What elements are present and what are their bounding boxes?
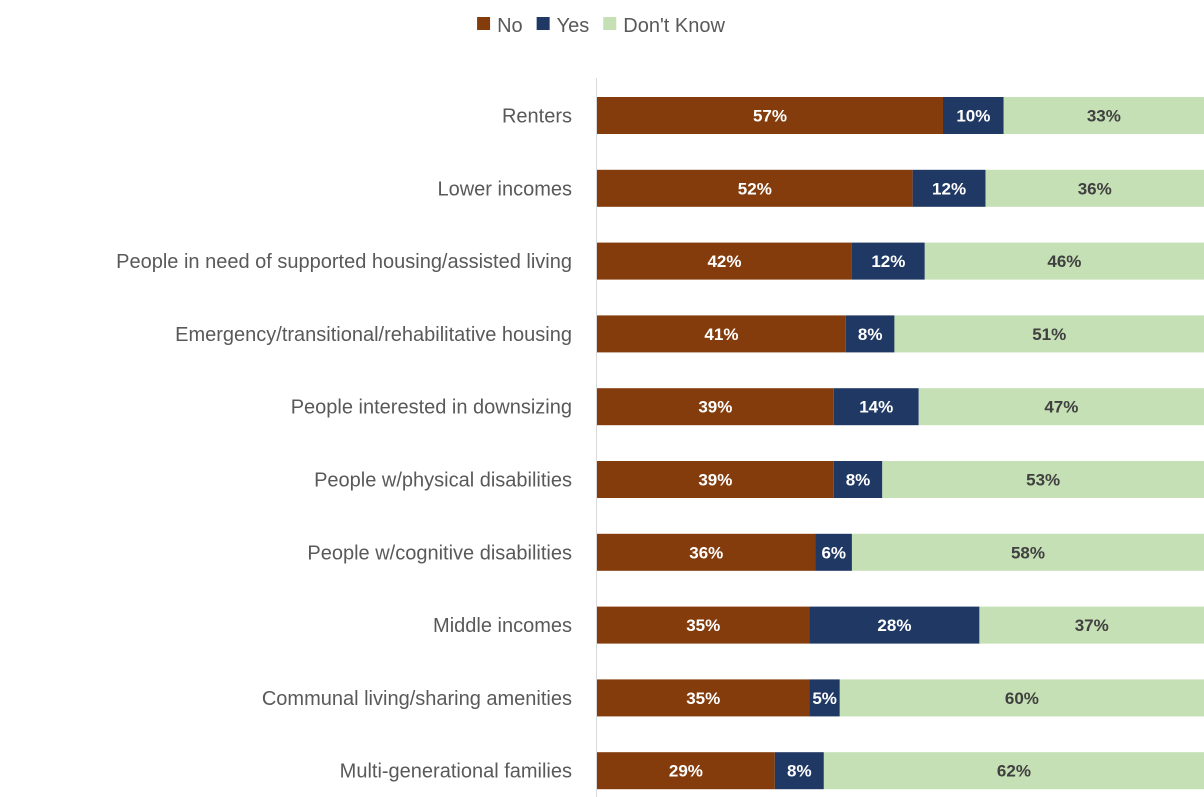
bar-no-emergency-transitional-rehabilitative-housing bbox=[597, 315, 846, 353]
data-label-yes-middle-incomes: 28% bbox=[877, 616, 911, 635]
bar-don-t-know-communal-living-sharing-amenities bbox=[839, 679, 1204, 717]
bar-don-t-know-multi-generational-families bbox=[823, 752, 1204, 790]
bar-yes-renters bbox=[942, 97, 1004, 134]
category-label-people-w-cognitive-disabilities: People w/cognitive disabilities bbox=[307, 542, 572, 564]
bar-don-t-know-people-in-need-of-supported-housing-assisted-living bbox=[924, 242, 1204, 280]
bar-don-t-know-emergency-transitional-rehabilitative-housing bbox=[894, 315, 1204, 353]
data-label-yes-people-in-need-of-supported-housing-assisted-living: 12% bbox=[871, 252, 905, 271]
bar-no-people-interested-in-downsizing bbox=[597, 388, 834, 426]
bar-no-people-w-physical-disabilities bbox=[597, 461, 834, 498]
data-label-don-t-know-lower-incomes: 36% bbox=[1078, 179, 1112, 198]
data-label-no-lower-incomes: 52% bbox=[738, 179, 772, 198]
data-label-no-people-w-physical-disabilities: 39% bbox=[698, 471, 732, 490]
data-label-yes-communal-living-sharing-amenities: 5% bbox=[812, 689, 837, 708]
legend-swatch-yes bbox=[536, 17, 550, 30]
data-label-don-t-know-renters: 33% bbox=[1087, 107, 1121, 126]
category-label-people-in-need-of-supported-housing-assisted-living: People in need of supported housing/assi… bbox=[116, 251, 572, 273]
data-label-don-t-know-people-in-need-of-supported-housing-assisted-living: 46% bbox=[1047, 252, 1081, 271]
category-label-people-interested-in-downsizing: People interested in downsizing bbox=[291, 397, 572, 419]
legend-swatch-no bbox=[477, 17, 491, 30]
legend-label-no: No bbox=[497, 15, 523, 37]
bar-don-t-know-people-interested-in-downsizing bbox=[918, 388, 1204, 426]
category-label-communal-living-sharing-amenities: Communal living/sharing amenities bbox=[262, 688, 572, 710]
category-label-people-w-physical-disabilities: People w/physical disabilities bbox=[314, 470, 572, 492]
bar-no-lower-incomes bbox=[597, 169, 913, 207]
category-label-renters: Renters bbox=[502, 106, 572, 128]
category-label-middle-incomes: Middle incomes bbox=[433, 615, 572, 637]
data-label-don-t-know-multi-generational-families: 62% bbox=[997, 762, 1031, 781]
bar-yes-communal-living-sharing-amenities bbox=[809, 679, 840, 717]
bar-no-renters bbox=[597, 97, 943, 134]
bar-yes-people-in-need-of-supported-housing-assisted-living bbox=[851, 242, 925, 280]
data-label-don-t-know-communal-living-sharing-amenities: 60% bbox=[1005, 689, 1039, 708]
category-label-emergency-transitional-rehabilitative-housing: Emergency/transitional/rehabilitative ho… bbox=[175, 324, 572, 346]
bar-yes-middle-incomes bbox=[809, 606, 980, 644]
data-label-no-communal-living-sharing-amenities: 35% bbox=[686, 689, 720, 708]
data-label-no-people-w-cognitive-disabilities: 36% bbox=[689, 543, 723, 562]
data-label-yes-renters: 10% bbox=[956, 107, 990, 126]
bar-don-t-know-middle-incomes bbox=[979, 606, 1204, 644]
bar-yes-lower-incomes bbox=[912, 169, 986, 207]
data-label-yes-people-w-cognitive-disabilities: 6% bbox=[821, 543, 846, 562]
category-label-lower-incomes: Lower incomes bbox=[437, 178, 572, 200]
data-label-yes-people-interested-in-downsizing: 14% bbox=[859, 398, 893, 417]
bar-no-multi-generational-families bbox=[597, 752, 775, 790]
bar-no-people-in-need-of-supported-housing-assisted-living bbox=[597, 242, 852, 280]
data-label-no-multi-generational-families: 29% bbox=[669, 762, 703, 781]
legend-swatch-don-t-know bbox=[603, 17, 617, 30]
category-label-multi-generational-families: Multi-generational families bbox=[340, 761, 572, 783]
bar-yes-people-interested-in-downsizing bbox=[833, 388, 919, 426]
data-label-no-middle-incomes: 35% bbox=[686, 616, 720, 635]
bar-yes-emergency-transitional-rehabilitative-housing bbox=[845, 315, 895, 353]
data-label-don-t-know-people-interested-in-downsizing: 47% bbox=[1044, 398, 1078, 417]
data-label-yes-people-w-physical-disabilities: 8% bbox=[846, 471, 871, 490]
bar-no-middle-incomes bbox=[597, 606, 810, 644]
bar-no-people-w-cognitive-disabilities bbox=[597, 533, 816, 571]
bar-no-communal-living-sharing-amenities bbox=[597, 679, 810, 717]
data-label-don-t-know-middle-incomes: 37% bbox=[1075, 616, 1109, 635]
legend-label-don-t-know: Don't Know bbox=[623, 15, 725, 37]
bar-don-t-know-renters bbox=[1003, 97, 1204, 134]
data-label-yes-multi-generational-families: 8% bbox=[787, 762, 812, 781]
data-label-don-t-know-emergency-transitional-rehabilitative-housing: 51% bbox=[1032, 325, 1066, 344]
data-label-no-people-interested-in-downsizing: 39% bbox=[698, 398, 732, 417]
legend-label-yes: Yes bbox=[557, 15, 590, 37]
bar-yes-multi-generational-families bbox=[774, 752, 824, 790]
data-label-don-t-know-people-w-cognitive-disabilities: 58% bbox=[1011, 543, 1045, 562]
data-label-no-emergency-transitional-rehabilitative-housing: 41% bbox=[704, 325, 738, 344]
data-label-yes-lower-incomes: 12% bbox=[932, 179, 966, 198]
bar-don-t-know-lower-incomes bbox=[985, 169, 1204, 207]
data-label-no-people-in-need-of-supported-housing-assisted-living: 42% bbox=[707, 252, 741, 271]
bar-don-t-know-people-w-cognitive-disabilities bbox=[851, 533, 1204, 571]
bar-yes-people-w-physical-disabilities bbox=[833, 461, 883, 498]
bar-yes-people-w-cognitive-disabilities bbox=[815, 533, 852, 571]
bar-don-t-know-people-w-physical-disabilities bbox=[882, 461, 1204, 498]
data-label-no-renters: 57% bbox=[753, 107, 787, 126]
data-label-don-t-know-people-w-physical-disabilities: 53% bbox=[1026, 471, 1060, 490]
data-label-yes-emergency-transitional-rehabilitative-housing: 8% bbox=[858, 325, 883, 344]
